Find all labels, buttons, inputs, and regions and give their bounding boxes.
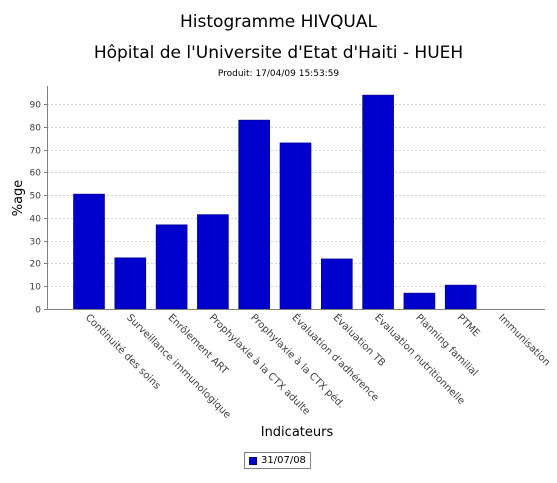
bar — [155, 224, 188, 310]
bar — [403, 292, 436, 310]
chart-title: Histogramme HIVQUAL — [180, 12, 377, 32]
y-tick-label: 60 — [30, 169, 42, 179]
y-tick-label: 30 — [30, 238, 42, 248]
bar — [73, 193, 105, 310]
y-tick-label: 80 — [30, 124, 42, 134]
x-tick-label: PTME — [455, 312, 482, 339]
legend-swatch — [249, 456, 257, 465]
y-tick-label: 10 — [30, 283, 42, 293]
y-tick-label: 0 — [35, 306, 41, 316]
y-tick-label: 90 — [30, 101, 42, 111]
bar — [238, 119, 270, 310]
y-tick-label: 40 — [30, 215, 42, 225]
y-tick-labels: 0 10 20 30 40 50 60 70 80 90 — [30, 101, 42, 316]
produced-timestamp: Produit: 17/04/09 15:53:59 — [217, 69, 340, 79]
bar — [362, 94, 394, 310]
y-tick-label: 20 — [30, 260, 42, 270]
x-tick-label: Continuité des soins — [83, 312, 163, 392]
bars — [73, 94, 477, 310]
bar-chart: 0 10 20 30 40 50 60 70 80 90 Continuité des soins… — [11, 86, 552, 440]
bar — [114, 257, 147, 310]
legend: 31/07/08 — [244, 452, 311, 469]
chart-subtitle: Hôpital de l'Universite d'Etat d'Haiti -… — [93, 43, 464, 63]
y-axis-label: %age — [11, 180, 26, 217]
bar — [279, 142, 312, 310]
y-tick-label: 70 — [30, 147, 42, 157]
x-tick-label: Immunisation — [496, 312, 552, 368]
y-tick-label: 50 — [30, 192, 42, 202]
axes — [44, 86, 545, 310]
legend-label: 31/07/08 — [261, 455, 306, 466]
bar — [197, 214, 229, 310]
bar — [444, 284, 477, 310]
x-axis-label: Indicateurs — [261, 425, 334, 440]
bar — [320, 258, 353, 310]
